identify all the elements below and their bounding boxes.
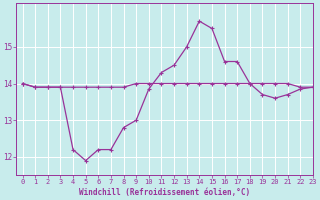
X-axis label: Windchill (Refroidissement éolien,°C): Windchill (Refroidissement éolien,°C) — [79, 188, 250, 197]
